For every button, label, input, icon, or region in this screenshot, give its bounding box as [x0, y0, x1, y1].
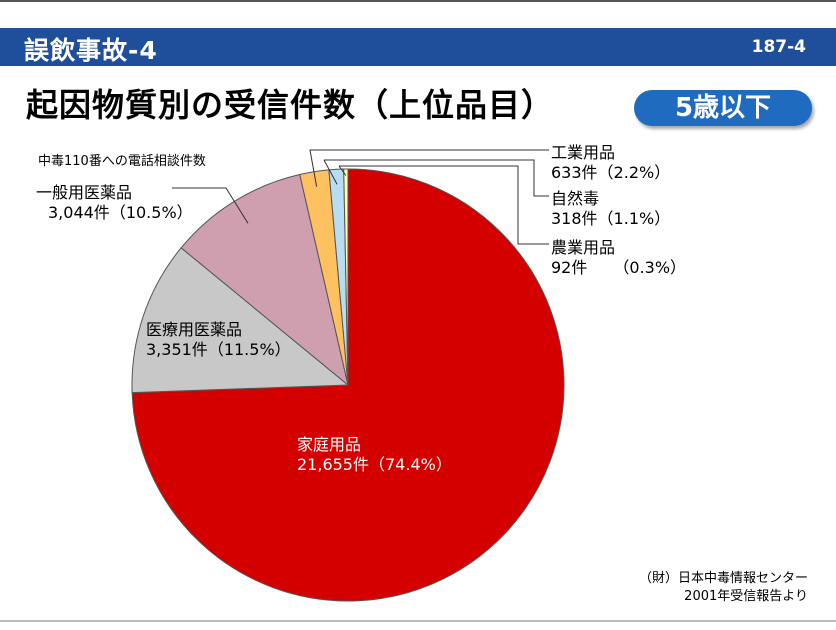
- slice-name-agricultural: 農業用品: [551, 238, 616, 257]
- source-line-2: 2001年受信報告より: [684, 589, 808, 604]
- header-title: 誤飲事故-4: [24, 36, 158, 65]
- top-rule: [0, 0, 836, 2]
- bottom-rule: [0, 620, 836, 622]
- leader-line-natural-toxins: [323, 159, 338, 185]
- leader-line-industrial: [309, 149, 549, 187]
- slice-label-agricultural: 農業用品 92件 （0.3%）: [551, 238, 686, 278]
- chart-subtitle: 中毒110番への電話相談件数: [38, 154, 206, 169]
- slide-number: 187-4: [751, 37, 806, 57]
- leader-line-agricultural: [338, 165, 347, 176]
- slice-value-industrial: 633件（2.2%）: [551, 163, 671, 182]
- slice-name-otc-drugs: 一般用医薬品: [36, 183, 133, 202]
- slice-value-natural-toxins: 318件（1.1%）: [551, 209, 671, 228]
- leader-line-natural-toxins-h: [324, 159, 549, 197]
- slice-value-household: 21,655件（74.4%）: [297, 455, 452, 474]
- page-title: 起因物質別の受信件数（上位品目）: [26, 86, 555, 124]
- slice-name-natural-toxins: 自然毒: [551, 189, 600, 208]
- source-note: （財）日本中毒情報センター 2001年受信報告より: [639, 570, 808, 606]
- slice-value-agricultural: 92件 （0.3%）: [551, 258, 687, 277]
- slice-label-otc-drugs: 一般用医薬品 3,044件（10.5%）: [36, 183, 193, 223]
- slice-label-household: 家庭用品 21,655件（74.4%）: [297, 435, 452, 475]
- slice-name-household: 家庭用品: [297, 435, 362, 454]
- age-badge-label: 5歳以下: [674, 93, 772, 123]
- slice-label-industrial: 工業用品 633件（2.2%）: [551, 143, 670, 183]
- pie-slice-agricultural: [343, 168, 349, 386]
- slice-value-prescription-drugs: 3,351件（11.5%）: [146, 340, 291, 359]
- pie-slice-prescription-drugs: [131, 247, 350, 394]
- slice-value-otc-drugs: 3,044件（10.5%）: [48, 203, 193, 222]
- leader-line-otc-drugs: [172, 187, 249, 224]
- header-bar: 誤飲事故-4 187-4: [0, 28, 836, 66]
- slice-name-prescription-drugs: 医療用医薬品: [146, 320, 243, 339]
- slice-label-natural-toxins: 自然毒 318件（1.1%）: [551, 189, 670, 229]
- slice-label-prescription-drugs: 医療用医薬品 3,351件（11.5%）: [146, 320, 291, 360]
- age-badge: 5歳以下: [634, 90, 812, 126]
- leader-line-agricultural-h: [339, 165, 549, 245]
- slice-name-industrial: 工業用品: [551, 143, 616, 162]
- source-line-1: （財）日本中毒情報センター: [638, 571, 808, 586]
